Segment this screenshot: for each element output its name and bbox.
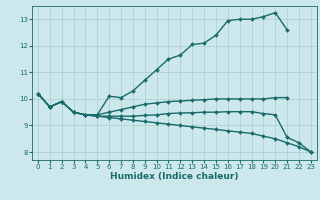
X-axis label: Humidex (Indice chaleur): Humidex (Indice chaleur) [110, 172, 239, 181]
